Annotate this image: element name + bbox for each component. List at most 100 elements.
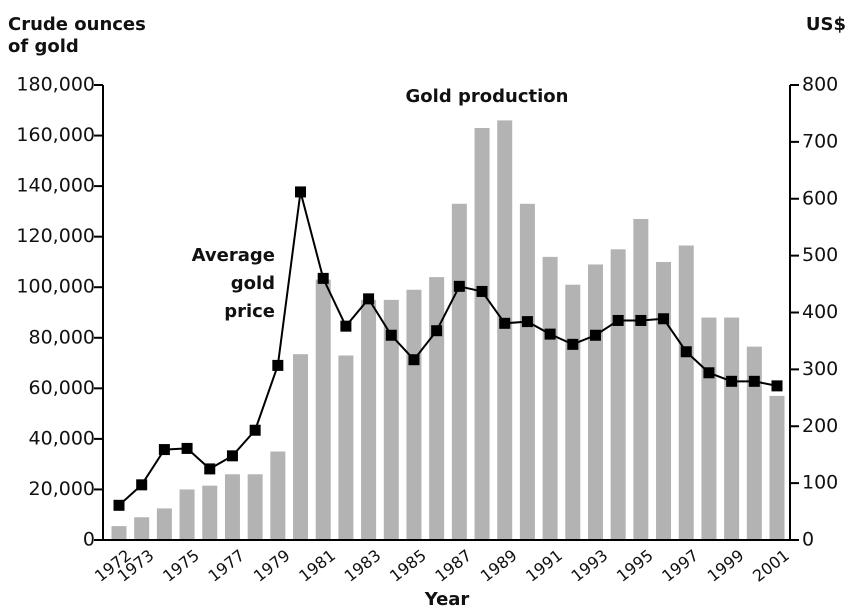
- bar: [746, 346, 762, 540]
- price-marker: [726, 375, 738, 387]
- bar: [247, 474, 263, 540]
- price-marker: [680, 346, 692, 358]
- line-series-label: Average gold price: [192, 245, 275, 322]
- bar: [587, 264, 603, 540]
- bar: [111, 526, 127, 540]
- bar: [429, 277, 445, 540]
- price-marker: [589, 329, 601, 341]
- price-marker: [431, 325, 443, 337]
- bar: [497, 120, 513, 540]
- x-tick-label: 1987: [431, 546, 475, 586]
- y-tick-label: 20,000: [29, 478, 95, 500]
- price-marker: [476, 285, 488, 297]
- bar: [474, 127, 490, 540]
- bar: [293, 354, 309, 540]
- price-marker: [113, 499, 125, 511]
- bar: [769, 395, 785, 540]
- x-tick-label: 1985: [386, 546, 430, 586]
- price-marker: [295, 186, 307, 198]
- bar: [678, 245, 694, 540]
- bar: [202, 485, 218, 540]
- x-tick-label: 1981: [295, 546, 339, 586]
- bar: [270, 451, 286, 540]
- y-tick-label: 120,000: [16, 225, 95, 247]
- bar: [656, 261, 672, 540]
- x-tick-label: 1991: [522, 546, 566, 586]
- x-tick-label: 1983: [341, 546, 385, 586]
- y2-tick-label: 800: [802, 74, 838, 96]
- x-tick-label: 1989: [477, 546, 521, 586]
- price-marker: [204, 463, 216, 475]
- bar-series-label: Gold production: [406, 86, 569, 107]
- price-marker: [635, 314, 647, 326]
- y2-tick-label: 300: [802, 358, 838, 380]
- x-tick-label: 1979: [250, 546, 294, 586]
- y2-axis-label: US$: [806, 14, 846, 35]
- x-tick-label: 1977: [205, 546, 249, 586]
- bar: [338, 355, 354, 540]
- y-tick-label: 80,000: [29, 326, 95, 348]
- y-tick-label: 60,000: [29, 377, 95, 399]
- x-tick-label: 1995: [613, 546, 657, 586]
- price-marker: [385, 329, 397, 341]
- price-marker: [567, 338, 579, 350]
- bar: [633, 218, 649, 540]
- y-tick-label: 40,000: [29, 427, 95, 449]
- price-marker: [658, 313, 670, 325]
- x-axis-label: Year: [424, 589, 470, 610]
- x-tick-label: 1975: [159, 546, 203, 586]
- price-marker: [181, 442, 193, 454]
- bar: [361, 299, 377, 540]
- price-marker: [136, 479, 148, 491]
- y-tick-label: 140,000: [16, 175, 95, 197]
- y2-tick-label: 100: [802, 472, 838, 494]
- y-tick-label: 160,000: [16, 124, 95, 146]
- price-marker: [703, 367, 715, 379]
- bar: [451, 203, 467, 541]
- x-tick-label: 2001: [749, 546, 793, 586]
- price-marker: [363, 293, 375, 305]
- bar: [406, 289, 422, 540]
- bar: [315, 279, 331, 540]
- price-marker: [340, 320, 352, 332]
- y2-tick-label: 500: [802, 244, 838, 266]
- bar: [701, 317, 717, 540]
- y-tick-label: 0: [83, 529, 95, 551]
- price-marker: [226, 450, 238, 462]
- bar: [610, 249, 626, 541]
- x-tick-label: 1993: [568, 546, 612, 586]
- price-marker: [249, 424, 261, 436]
- price-marker: [158, 444, 170, 456]
- bar: [724, 317, 740, 540]
- price-marker: [453, 280, 465, 292]
- bar: [519, 203, 535, 541]
- bar: [156, 508, 172, 540]
- x-tick-label: 1997: [658, 546, 702, 586]
- bar: [134, 517, 150, 540]
- x-tick-label: 1999: [704, 546, 748, 586]
- price-marker: [612, 314, 624, 326]
- bar: [383, 299, 399, 540]
- y2-tick-label: 200: [802, 415, 838, 437]
- y2-tick-label: 600: [802, 187, 838, 209]
- price-marker: [748, 375, 760, 387]
- price-marker: [408, 354, 420, 366]
- y2-tick-label: 0: [802, 529, 814, 551]
- price-line: [118, 191, 778, 507]
- price-marker: [771, 380, 783, 392]
- y-tick-label: 100,000: [16, 276, 95, 298]
- bar: [565, 284, 581, 540]
- price-marker: [544, 328, 556, 340]
- price-marker: [272, 359, 284, 371]
- bar: [542, 256, 558, 540]
- price-marker: [521, 316, 533, 328]
- price-marker: [317, 272, 329, 284]
- bar: [224, 474, 240, 540]
- bar: [179, 489, 195, 540]
- price-marker: [499, 317, 511, 329]
- y2-tick-label: 400: [802, 301, 838, 323]
- y2-tick-label: 700: [802, 130, 838, 152]
- y-axis-label: Crude ounces of gold: [8, 14, 146, 57]
- y-tick-label: 180,000: [16, 74, 95, 96]
